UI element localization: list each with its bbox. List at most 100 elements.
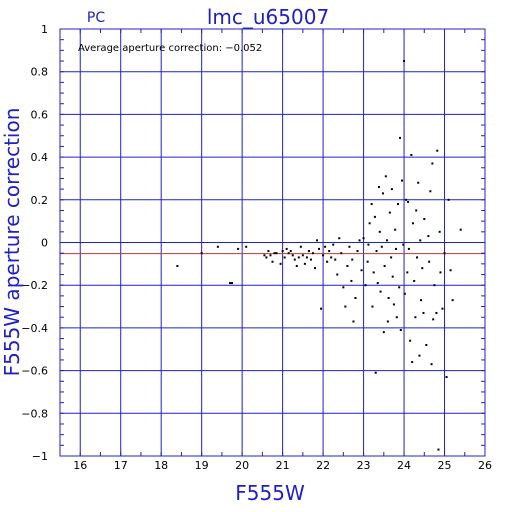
data-point (360, 269, 363, 272)
data-point (416, 256, 418, 259)
x-tick-label: 16 (73, 459, 87, 472)
data-point (334, 258, 337, 261)
x-tick-label: 21 (276, 459, 290, 472)
chart-title: lmc_u65007 (207, 5, 329, 29)
data-point (322, 254, 325, 257)
data-point (390, 188, 393, 191)
chart-subtitle: PC (87, 10, 105, 26)
data-point (373, 215, 376, 218)
x-tick-label: 19 (195, 459, 209, 472)
data-point (427, 235, 430, 238)
data-point (364, 284, 367, 287)
data-point (438, 230, 441, 233)
data-point (378, 230, 381, 233)
data-point (411, 361, 414, 364)
y-tick-label: 0.4 (31, 151, 49, 164)
data-point (328, 250, 331, 253)
axis-ticks: 16 17 18 19 20 21 22 23 24 25 26 −1 −0.8 −0.6 −0.4 −0.2… (21, 23, 492, 472)
data-point (285, 247, 288, 250)
data-point (443, 252, 446, 255)
data-point (229, 282, 231, 285)
data-point (245, 245, 248, 248)
data-point (374, 371, 377, 374)
data-point (267, 250, 270, 253)
y-tick-label: −0.2 (21, 279, 48, 292)
data-point (409, 339, 412, 342)
data-point (281, 250, 284, 253)
y-tick-label: −1 (32, 450, 48, 463)
data-point (354, 297, 357, 300)
data-point (309, 258, 312, 261)
data-point (265, 256, 268, 259)
data-point (386, 239, 389, 242)
data-point (380, 245, 383, 248)
grid-lines (60, 28, 486, 457)
data-point (303, 262, 306, 265)
data-point (390, 256, 393, 259)
data-point (176, 264, 179, 267)
y-tick-label: 0.6 (31, 108, 49, 121)
data-point (432, 318, 435, 321)
data-point (406, 271, 409, 274)
data-point (263, 254, 266, 257)
y-tick-label: −0.6 (21, 365, 48, 378)
y-tick-label: 1 (41, 23, 48, 36)
y-tick-label: −0.4 (21, 322, 48, 335)
data-point (396, 203, 399, 206)
x-tick-label: 23 (357, 459, 371, 472)
data-point (332, 243, 335, 246)
x-tick-label: 22 (316, 459, 330, 472)
data-point (388, 211, 391, 214)
data-point (352, 320, 355, 323)
data-point (316, 239, 319, 242)
data-point (401, 179, 404, 182)
data-point (375, 250, 378, 253)
data-point (356, 250, 359, 253)
data-point (419, 239, 422, 242)
data-point (318, 247, 321, 250)
data-point (216, 245, 219, 248)
data-point (405, 198, 408, 201)
data-point (391, 275, 394, 278)
average-correction-annotation: Average aperture correction: −0.052 (78, 43, 262, 54)
data-points (176, 60, 462, 451)
data-point (402, 243, 405, 246)
data-point (344, 305, 347, 308)
data-point (231, 282, 234, 285)
data-point (350, 279, 353, 282)
data-point (407, 200, 410, 203)
data-point (430, 363, 433, 366)
x-tick-label: 24 (397, 459, 411, 472)
data-point (367, 243, 370, 246)
data-point (445, 376, 448, 379)
data-point (377, 185, 380, 188)
data-point (394, 247, 397, 250)
data-point (387, 297, 390, 300)
y-tick-label: −0.8 (21, 407, 48, 420)
data-point (422, 311, 425, 314)
data-point (366, 260, 369, 263)
data-point (293, 258, 296, 261)
data-point (382, 331, 385, 334)
data-point (418, 354, 421, 357)
data-point (346, 264, 349, 267)
data-point (447, 198, 450, 201)
data-point (399, 329, 402, 332)
data-point (368, 222, 371, 225)
y-tick-label: 0.2 (31, 194, 49, 207)
data-point (421, 267, 424, 270)
y-tick-label: 0.8 (31, 66, 49, 79)
data-point (287, 252, 290, 255)
data-point (299, 245, 302, 248)
data-point (394, 228, 397, 231)
data-point (425, 343, 428, 346)
data-point (271, 260, 274, 263)
data-point (311, 252, 314, 255)
data-point (283, 256, 286, 259)
data-point (395, 316, 398, 319)
data-point (324, 245, 327, 248)
data-point (269, 254, 272, 257)
data-point (429, 190, 432, 193)
x-tick-label: 20 (235, 459, 249, 472)
